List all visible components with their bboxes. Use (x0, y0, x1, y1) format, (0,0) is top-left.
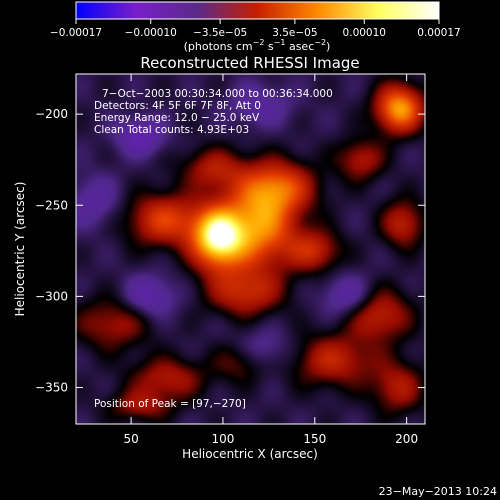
x-axis-label: Heliocentric X (arcsec) (182, 447, 318, 461)
peak-position-label: Position of Peak = [97,−270] (94, 398, 246, 410)
colorbar: −0.00017 −0.00010 −3.5e−05 3.5e−05 0.00010 0.… (50, 1, 461, 53)
y-tick-label: −250 (35, 198, 68, 212)
colorbar-tick-label: 0.00017 (417, 27, 460, 39)
y-tick-label: −300 (35, 289, 68, 303)
plot-frame (75, 73, 426, 425)
y-axis-label: Heliocentric Y (arcsec) (13, 182, 27, 317)
colorbar-units: (photons cm−2 s−1 asec−2) (184, 38, 331, 53)
x-tick-label: 50 (123, 432, 138, 446)
y-tick-label: −200 (35, 107, 68, 121)
colorbar-ticks: −0.00017 −0.00010 −3.5e−05 3.5e−05 0.00010 0.… (50, 19, 461, 39)
x-tick-label: 200 (395, 432, 418, 446)
annotation-time: 7−Oct−2003 00:30:34.000 to 00:36:34.000 (102, 88, 333, 100)
colorbar-tick-label: 0.00010 (343, 27, 386, 39)
colorbar-tick-label: −3.5e−05 (193, 27, 247, 39)
y-axis: −200 −250 −300 −350 (35, 107, 425, 395)
colorbar-gradient (75, 1, 440, 20)
annotation-block: 7−Oct−2003 00:30:34.000 to 00:36:34.000 … (94, 88, 333, 136)
plot-area: 50 100 150 200 −200 −250 −300 −350 (35, 73, 426, 446)
annotation-detectors: Detectors: 4F 5F 6F 7F 8F, Att 0 (94, 100, 261, 112)
colorbar-tick-label: −0.00010 (125, 27, 177, 39)
colorbar-tick-label: 3.5e−05 (272, 27, 317, 39)
y-tick-label: −350 (35, 381, 68, 395)
x-axis: 50 100 150 200 (123, 74, 418, 446)
x-tick-label: 100 (211, 432, 234, 446)
chart-title: Reconstructed RHESSI Image (140, 54, 359, 72)
x-tick-label: 150 (303, 432, 326, 446)
timestamp: 23−May−2013 10:24 (379, 485, 497, 498)
annotation-counts: Clean Total counts: 4.93E+03 (94, 124, 249, 136)
annotation-energy: Energy Range: 12.0 − 25.0 keV (94, 112, 260, 124)
colorbar-tick-label: −0.00017 (50, 27, 102, 39)
